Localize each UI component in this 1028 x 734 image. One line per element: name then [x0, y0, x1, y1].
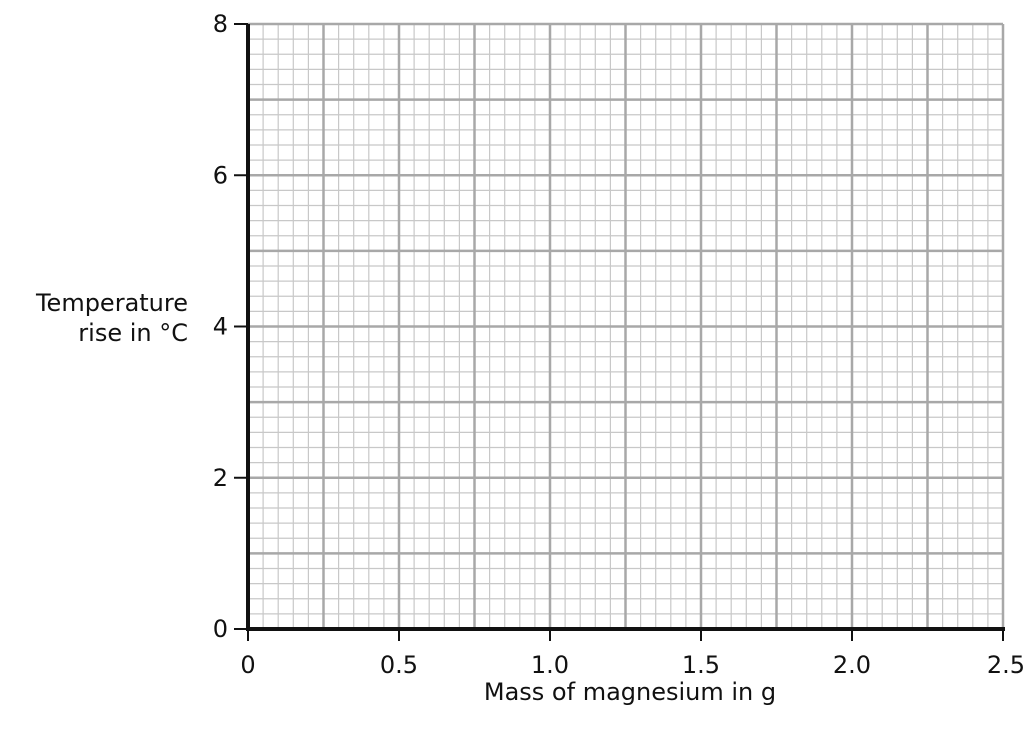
- y-tick-label: 4: [213, 313, 228, 341]
- x-tick-label: 1.5: [682, 651, 720, 679]
- y-tick-label: 8: [213, 10, 228, 38]
- x-axis-label: Mass of magnesium in g: [483, 678, 777, 706]
- x-tick-label: 2.5: [987, 651, 1025, 679]
- x-tick-label: 1.0: [531, 651, 569, 679]
- y-axis-label-line-2: rise in °C: [78, 319, 188, 347]
- y-tick-label: 0: [213, 615, 228, 643]
- ticks: [234, 23, 1004, 641]
- x-tick-label: 0.5: [380, 651, 418, 679]
- y-tick-label: 6: [213, 161, 228, 189]
- y-axis-label: Temperature rise in °C: [8, 288, 188, 348]
- tick-labels: 0 0.5 1.0 1.5 2.0 2.5 0 2 4 6 8: [213, 10, 1025, 679]
- x-tick-label: 2.0: [833, 651, 871, 679]
- y-axis-label-line-1: Temperature: [35, 289, 188, 317]
- y-tick-label: 2: [213, 464, 228, 492]
- x-tick-label: 0: [240, 651, 255, 679]
